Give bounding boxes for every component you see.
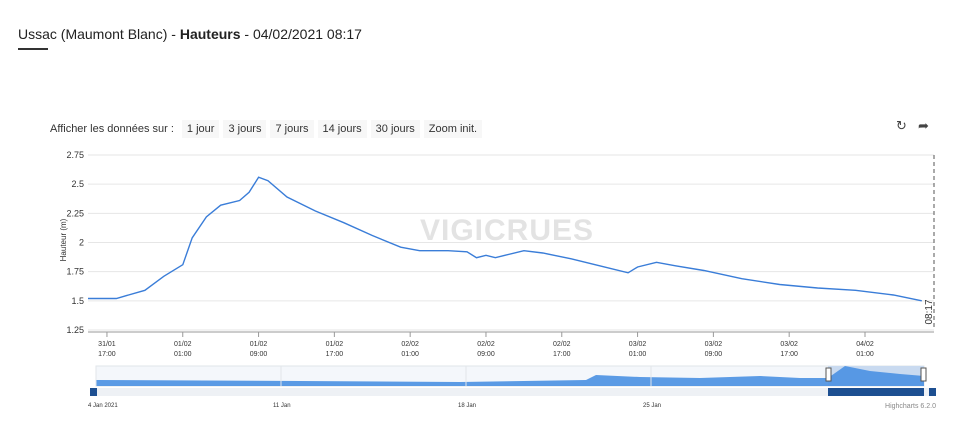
x-tick-label: 17:00 [553,351,571,358]
navigator-series-area [96,366,924,386]
x-tick-label: 01/02 [326,341,344,348]
x-tick-label: 03/02 [629,341,647,348]
navigator-date-label: 4 Jan 2021 [88,403,118,409]
x-tick-label: 01:00 [174,351,192,358]
x-tick-label: 31/01 [98,341,116,348]
x-tick-label: 17:00 [326,351,344,358]
x-tick-label: 02/02 [553,341,571,348]
x-tick-label: 09:00 [705,351,723,358]
range-label: Afficher les données sur : [50,123,174,135]
x-tick-label: 01:00 [856,351,874,358]
x-tick-label: 04/02 [856,341,874,348]
title-datetime: - 04/02/2021 08:17 [240,26,362,42]
navigator-date-label: 11 Jan [273,403,291,409]
y-tick-label: 2.5 [71,179,84,189]
measure-type: Hauteurs [179,26,241,42]
x-tick-label: 02/02 [477,341,495,348]
watermark: VIGICRUES [420,214,594,247]
x-tick-label: 03/02 [705,341,723,348]
x-tick-label: 01:00 [401,351,419,358]
navigator-handle-left [825,367,832,382]
range-button-14-days[interactable]: 14 jours [317,120,367,138]
x-tick-label: 09:00 [477,351,495,358]
share-icon[interactable]: ➦ [918,118,929,133]
y-tick-label: 1.5 [71,296,84,306]
y-tick-label: 2.75 [66,150,84,160]
highcharts-credit[interactable]: Highcharts 6.2.0 [885,403,936,410]
navigator-handle-right [920,367,927,382]
x-tick-label: 01/02 [174,341,192,348]
x-tick-label: 17:00 [780,351,798,358]
x-tick-label: 03/02 [780,341,798,348]
y-tick-label: 1.75 [66,267,84,277]
x-tick-label: 02/02 [401,341,419,348]
y-tick-label: 2.25 [66,208,84,218]
navigator-date-label: 18 Jan [458,403,476,409]
navigator-scrollbar-thumb [828,388,924,396]
refresh-icon[interactable]: ↻ [896,118,907,133]
y-axis: 1.25 1.5 1.75 2 2.25 2.5 2.75 [66,150,84,335]
navigator-date-label: 25 Jan [643,403,661,409]
series-line [88,176,922,302]
x-axis: 31/01 17:00 01/02 01:00 01/02 09:00 01/02 17:00… [88,331,934,358]
range-button-7-days[interactable]: 7 jours [270,120,314,138]
range-button-1-day[interactable]: 1 jour [181,120,220,138]
range-button-30-days[interactable]: 30 jours [370,120,420,138]
x-tick-label: 17:00 [98,351,116,358]
zoom-reset-button[interactable]: Zoom init. [423,120,483,138]
grid [88,154,934,331]
current-time-label: 08:17 [924,299,935,324]
y-tick-label: 2 [79,238,84,248]
title-underline [18,48,48,50]
range-button-3-days[interactable]: 3 jours [223,120,267,138]
page-title: Ussac (Maumont Blanc) - Hauteurs - 04/02… [18,26,362,42]
x-tick-label: 01:00 [629,351,647,358]
navigator: 4 Jan 2021 11 Jan 18 Jan 25 Jan [88,365,936,409]
y-axis-title: Hauteur (m) [59,218,68,261]
navigator-scroll-right-button [929,388,936,396]
navigator-scrollbar-track [90,388,936,396]
navigator-scroll-left-button [90,388,97,396]
range-toolbar: Afficher les données sur : 1 jour 3 jour… [50,120,486,138]
x-tick-label: 01/02 [250,341,268,348]
x-tick-label: 09:00 [250,351,268,358]
y-tick-label: 1.25 [66,325,84,335]
station-name: Ussac (Maumont Blanc) - [18,26,180,42]
